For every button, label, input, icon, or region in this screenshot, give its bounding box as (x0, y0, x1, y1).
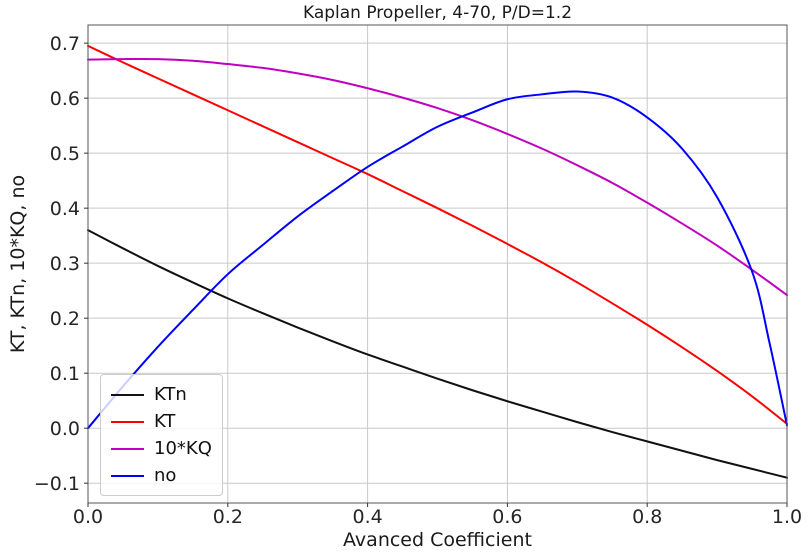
y-tick-label: 0.5 (50, 143, 80, 165)
legend-label-kt: KT (154, 410, 176, 432)
x-tick-label: 1.0 (772, 506, 802, 528)
legend-line-ktn-icon (111, 393, 144, 396)
x-tick-label: 0.4 (352, 506, 382, 528)
x-tick-label: 0.6 (492, 506, 522, 528)
x-tick-label: 0.8 (632, 506, 662, 528)
axes-spines (87, 24, 788, 504)
y-tick-label: 0.6 (50, 88, 80, 110)
legend-item-ktn: KTn (111, 381, 212, 408)
y-tick-label: 0.2 (50, 308, 80, 330)
y-tick-label: 0.4 (50, 198, 80, 220)
legend-item-kt: KT (111, 408, 212, 435)
y-tick-label: 0.0 (50, 418, 80, 440)
legend-label-ktn: KTn (154, 383, 187, 405)
legend-label-no: no (154, 464, 177, 486)
x-tick-label: 0.0 (73, 506, 103, 528)
y-tick-label: −0.1 (34, 473, 80, 495)
chart-title: Kaplan Propeller, 4-70, P/D=1.2 (302, 3, 573, 23)
series-line-KT (87, 44, 788, 425)
y-axis-label: KT, KTn, 10*KQ, no (7, 174, 29, 354)
y-tick-label: 0.1 (50, 363, 80, 385)
legend-line-kt-icon (111, 420, 144, 423)
y-tick-label: 0.3 (50, 253, 80, 275)
series-line-KTn (87, 229, 788, 479)
y-tick-label: 0.7 (50, 33, 80, 55)
series-line-no (87, 90, 788, 430)
legend-line-10kq-icon (111, 447, 144, 450)
legend: KTn KT 10*KQ no (100, 374, 223, 496)
legend-line-no-icon (111, 474, 144, 477)
legend-item-no: no (111, 462, 212, 489)
x-axis-label: Avanced Coefficient (343, 529, 532, 551)
legend-item-10kq: 10*KQ (111, 435, 212, 462)
x-tick-label: 0.2 (213, 506, 243, 528)
legend-label-10kq: 10*KQ (154, 437, 212, 459)
series-line-10*KQ (87, 57, 788, 297)
